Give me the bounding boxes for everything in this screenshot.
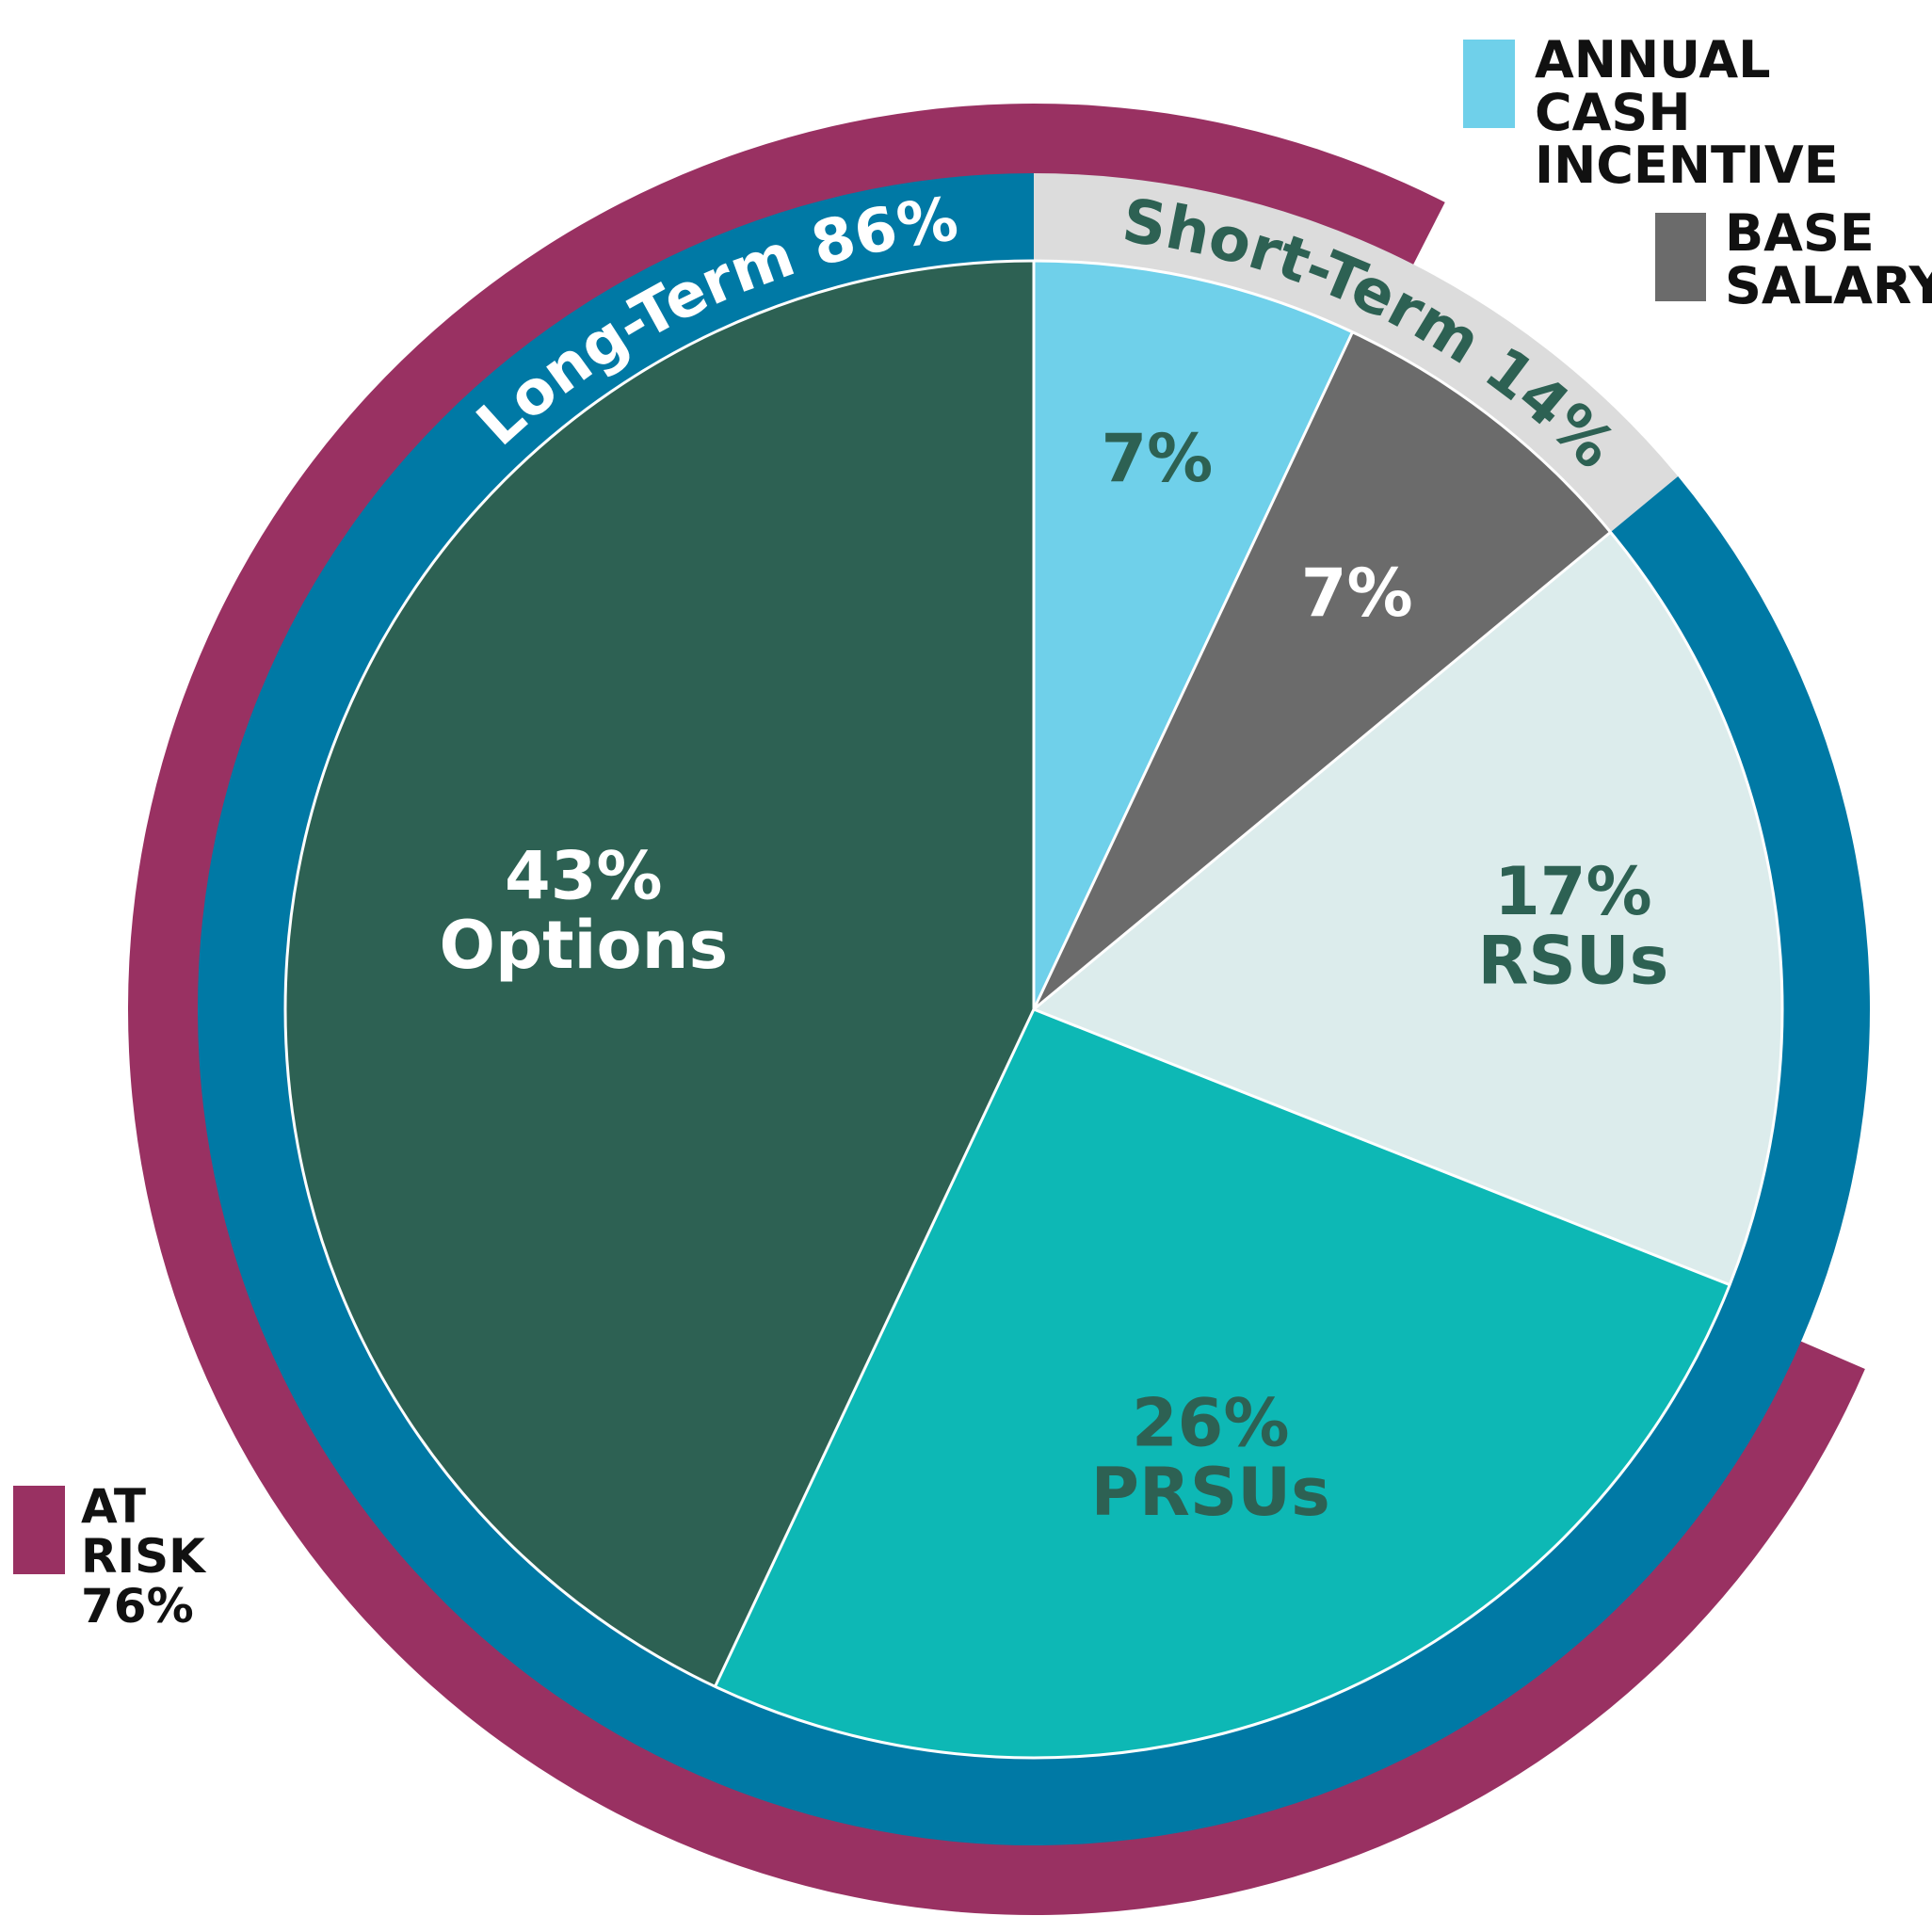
pie-slice-base-salary [1034, 331, 1611, 1010]
pie-slice-rsus [1034, 532, 1782, 1285]
pie-slice-options [285, 261, 1034, 1687]
pie-slice-prsus [715, 1009, 1731, 1758]
legend-swatch-base-salary [1655, 213, 1706, 301]
slice-category-label: PRSUs [1091, 1454, 1330, 1531]
group-ring-short-term [1034, 173, 1679, 534]
slice-divider [714, 1008, 1036, 1687]
slice-label-annual-cash-incentive: 7% [1101, 420, 1213, 497]
legend-swatch-annual-cash-incentive [1463, 40, 1515, 128]
legend-swatch-at-risk [13, 1486, 65, 1574]
pie-slice-annual-cash-incentive [1034, 261, 1353, 1009]
legend-label-base-salary: BASE SALARY [1725, 203, 1932, 315]
slice-divider [1032, 331, 1354, 1010]
slice-divider [1033, 531, 1612, 1011]
slice-category-label: RSUs [1477, 922, 1668, 999]
slice-label-prsus: 26% PRSUs [1091, 1385, 1330, 1532]
slice-label-base-salary: 7% [1301, 555, 1413, 632]
slice-label-rsus: 17% RSUs [1477, 853, 1668, 1000]
legend-label-annual-cash-incentive: ANNUAL CASH INCENTIVE [1535, 30, 1839, 195]
pie-outline [283, 259, 1784, 1760]
slice-label-options: 43% Options [439, 838, 728, 985]
slice-value-label: 26% [1132, 1385, 1290, 1462]
slice-divider [1033, 1007, 1731, 1287]
slice-value-label: 43% [505, 838, 663, 915]
legend-label-at-risk: AT RISK 76% [81, 1479, 205, 1634]
slice-value-label: 17% [1494, 853, 1652, 930]
slice-category-label: Options [439, 907, 728, 984]
